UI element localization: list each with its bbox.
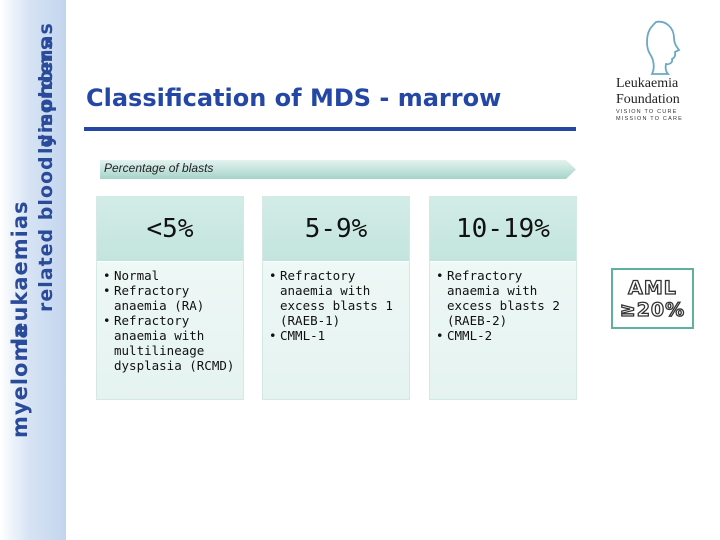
column-header-text: 10-19% xyxy=(456,214,550,244)
head-profile-icon xyxy=(646,20,681,75)
column-10-19-percent: 10-19% Refractory anaemia with excess bl… xyxy=(429,196,577,400)
list-item: Refractory anaemia (RA) xyxy=(103,283,237,313)
column-5-9-percent: 5-9% Refractory anaemia with excess blas… xyxy=(262,196,410,400)
list-item: Refractory anaemia with multilineage dys… xyxy=(103,313,237,373)
list-item: Refractory anaemia with excess blasts 2 … xyxy=(436,268,570,328)
arrow-label: Percentage of blasts xyxy=(104,161,214,175)
column-under-5-percent: <5% Normal Refractory anaemia (RA) Refra… xyxy=(96,196,244,400)
slide-title: Classification of MDS - marrow xyxy=(86,84,502,112)
list-item: CMML-2 xyxy=(436,328,570,343)
sidebar-text-lymphomas: lymphomas xyxy=(35,22,57,154)
blast-percentage-arrow xyxy=(100,160,576,179)
column-header: 5-9% xyxy=(263,197,409,262)
title-underline xyxy=(84,127,576,131)
leukaemia-foundation-logo xyxy=(646,20,681,75)
list-item: Refractory anaemia with excess blasts 1 … xyxy=(269,268,403,328)
list-item: CMML-1 xyxy=(269,328,403,343)
logo-wordmark: Leukaemia Foundation xyxy=(616,76,680,107)
column-header-text: <5% xyxy=(146,214,194,244)
logo-tagline: VISION TO CURE MISSION TO CARE xyxy=(616,109,684,122)
aml-label: AML xyxy=(627,276,677,299)
column-header: 10-19% xyxy=(430,197,576,262)
aml-threshold: ≥20% xyxy=(619,298,686,321)
column-header: <5% xyxy=(97,197,243,262)
sidebar-text-leukaemias: leukaemias xyxy=(8,200,32,345)
list-item: Normal xyxy=(103,268,237,283)
column-header-text: 5-9% xyxy=(304,214,368,244)
sidebar-banner xyxy=(0,0,66,540)
aml-box: AML ≥20% xyxy=(611,268,694,329)
